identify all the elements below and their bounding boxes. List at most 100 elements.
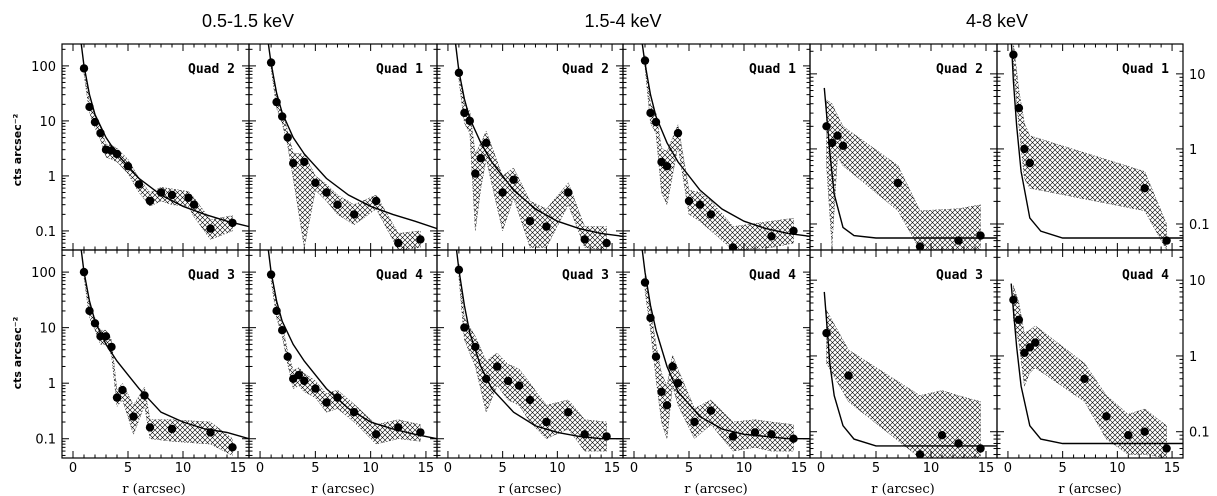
data-point	[651, 352, 661, 361]
data-point	[915, 242, 925, 250]
data-point	[1080, 374, 1089, 383]
data-point	[482, 138, 491, 147]
data-point	[272, 97, 281, 107]
data-point	[112, 149, 122, 159]
data-point	[542, 222, 551, 231]
data-point	[206, 428, 215, 437]
panel-plot-area	[640, 250, 810, 452]
data-point	[1020, 348, 1029, 357]
data-point	[471, 169, 480, 178]
data-point	[640, 278, 650, 287]
data-point	[893, 178, 903, 188]
quad-label: Quad 4	[1122, 268, 1169, 283]
data-point	[1140, 427, 1149, 436]
data-point	[107, 342, 116, 352]
data-point	[372, 196, 381, 206]
x-tick-label: 0	[817, 461, 825, 476]
data-point	[416, 428, 425, 437]
error-band	[1013, 285, 1167, 458]
data-point	[657, 387, 666, 396]
panel-plot-area	[79, 44, 249, 240]
x-tick-label: 15	[1164, 461, 1181, 476]
data-point	[460, 323, 469, 332]
data-point	[640, 56, 650, 65]
panel-plot-area	[454, 44, 623, 250]
data-point	[1031, 338, 1040, 347]
panel-8: 0 5 10 15 Quad 4	[248, 249, 438, 476]
data-point	[465, 116, 474, 126]
x-tick-label: 10	[549, 461, 566, 476]
data-point	[134, 180, 144, 189]
y-tick-label: 0.1	[35, 225, 56, 240]
band-title-medium: 1.5-4 keV	[584, 11, 661, 31]
x-tick-label: 15	[791, 461, 808, 476]
data-point	[580, 235, 589, 244]
data-point	[822, 122, 831, 131]
x-tick-label: 0	[256, 461, 264, 476]
data-point	[349, 408, 359, 417]
data-point	[278, 112, 287, 121]
panel-10: 0 5 10 15 Quad 4	[622, 249, 811, 476]
error-band	[826, 99, 981, 250]
y-tick-label: 10	[39, 115, 56, 130]
model-curve	[641, 44, 810, 237]
panel-plot-area	[266, 44, 437, 250]
data-point	[189, 200, 199, 209]
data-point	[789, 226, 798, 236]
data-point	[333, 393, 342, 402]
data-point	[750, 428, 760, 437]
data-point	[85, 306, 94, 316]
data-point	[684, 196, 694, 206]
data-point	[228, 218, 237, 228]
data-point	[1009, 50, 1018, 59]
data-point	[283, 352, 292, 361]
panel-9: 0 5 10 15 Quad 3	[436, 249, 624, 476]
data-point	[300, 157, 309, 167]
data-point	[1025, 343, 1035, 352]
x-tick-label: 0	[444, 461, 452, 476]
y-tick-label: 100	[31, 60, 56, 75]
x-tick-label: 5	[685, 461, 693, 476]
x-tick-label: 5	[872, 461, 880, 476]
data-point	[1140, 184, 1149, 193]
data-point	[662, 162, 672, 171]
data-point	[454, 265, 464, 274]
data-point	[289, 159, 298, 168]
data-point	[838, 141, 848, 150]
data-point	[673, 379, 683, 388]
data-point	[140, 391, 149, 400]
quad-label: Quad 3	[188, 268, 235, 283]
data-point	[145, 196, 155, 206]
data-point	[206, 224, 215, 233]
data-point	[272, 306, 281, 316]
data-point	[937, 431, 947, 440]
data-point	[646, 108, 655, 118]
data-point	[827, 138, 837, 148]
y-tick-label: 0.1	[35, 433, 56, 448]
x-axis-label-4: r (arcsec)	[684, 482, 747, 496]
data-point	[767, 232, 776, 241]
data-point	[184, 193, 193, 202]
x-tick-label: 15	[604, 461, 621, 476]
data-point	[525, 217, 535, 226]
y-tick-label: 10	[1189, 68, 1206, 83]
x-tick-label: 10	[923, 461, 940, 476]
y-tick-label: 10	[1189, 274, 1206, 289]
x-tick-label: 0	[630, 461, 638, 476]
quad-label: Quad 2	[936, 62, 983, 77]
panel-12: 0 5 10 15 0.1 1 10 Quad 4	[996, 249, 1210, 476]
data-point	[514, 381, 524, 390]
data-point	[525, 395, 535, 405]
x-tick-label: 15	[418, 461, 435, 476]
data-point	[85, 102, 94, 112]
x-tick-label: 10	[1109, 461, 1126, 476]
data-point	[79, 267, 89, 277]
panel-6: 0.1 1 10 Quad 1	[996, 43, 1210, 251]
data-point	[278, 326, 287, 335]
y-tick-label: 100	[31, 266, 56, 281]
data-point	[509, 175, 518, 184]
data-point	[1025, 158, 1035, 168]
data-point	[564, 188, 573, 197]
data-point	[145, 423, 155, 432]
quad-label: Quad 1	[1122, 62, 1169, 77]
